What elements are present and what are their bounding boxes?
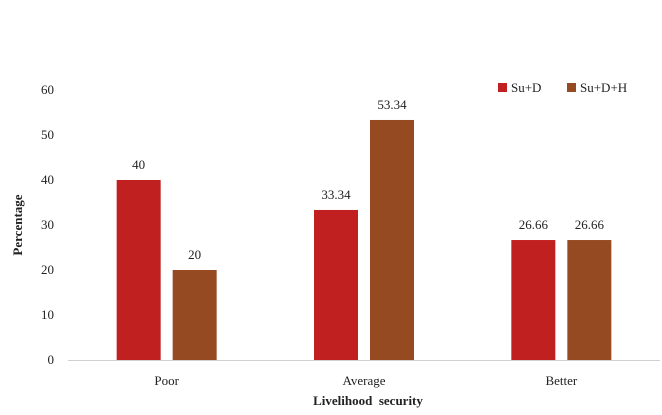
y-axis-ticks: 0 10 20 30 40 50 60 [41,82,54,367]
bar-su-d-h-better [567,240,612,360]
legend-label: Su+D+H [580,80,627,95]
legend-swatch [567,83,576,92]
data-label: 40 [132,157,145,172]
bar-su-d-better [511,240,556,360]
bars [116,119,612,360]
x-tick-label: Poor [154,373,179,388]
data-label: 53.34 [377,97,407,112]
data-labels: 40 20 33.34 53.34 26.66 26.66 [132,97,604,262]
x-axis-title: Livelihood security [313,393,423,408]
data-label: 26.66 [519,217,549,232]
x-tick-label: Average [342,373,385,388]
x-axis-ticks: Poor Average Better [154,373,577,388]
bar-su-d-h-poor [172,270,217,360]
y-tick-label: 60 [41,82,54,97]
legend-label: Su+D [511,80,541,95]
data-label: 33.34 [321,187,351,202]
y-tick-label: 30 [41,217,54,232]
legend: Su+D Su+D+H [498,80,627,95]
data-label: 26.66 [575,217,605,232]
data-label: 20 [188,247,201,262]
bar-su-d-h-average [370,119,414,360]
y-axis-title: Percentage [10,194,25,255]
x-tick-label: Better [545,373,577,388]
y-tick-label: 20 [41,262,54,277]
y-tick-label: 0 [48,352,55,367]
bar-su-d-average [314,209,358,360]
y-tick-label: 40 [41,172,54,187]
bar-su-d-poor [116,180,161,360]
y-tick-label: 50 [41,127,54,142]
legend-swatch [498,83,507,92]
y-tick-label: 10 [41,307,54,322]
